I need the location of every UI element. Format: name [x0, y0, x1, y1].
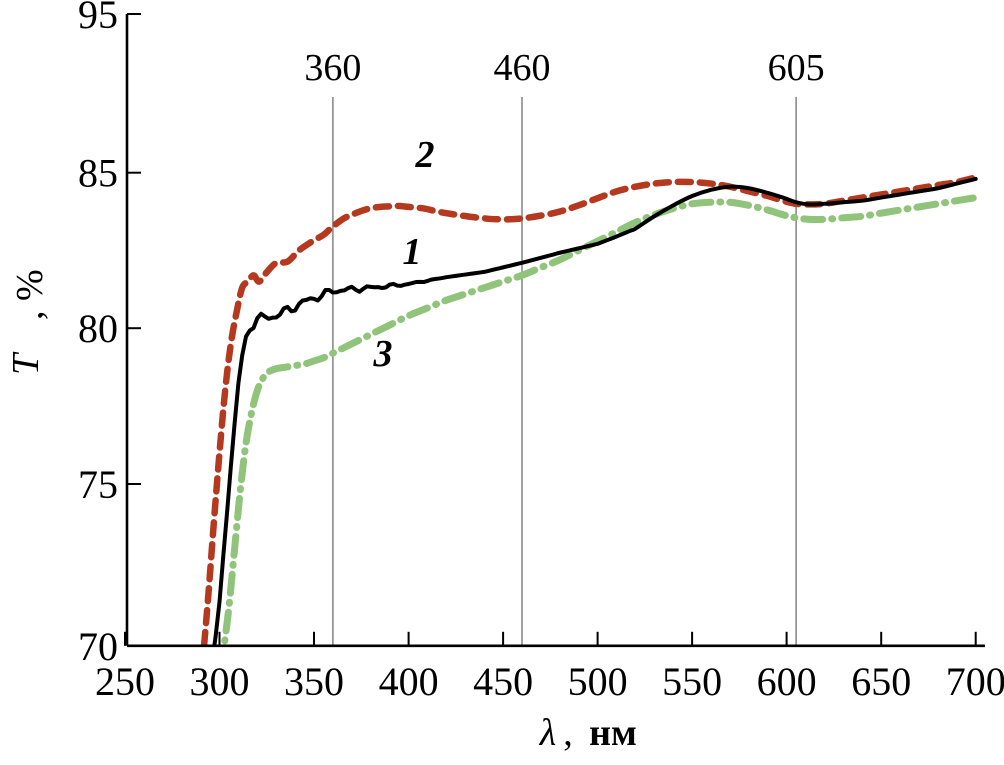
svg-text:450: 450: [473, 659, 533, 704]
svg-text:λ: λ: [539, 712, 556, 754]
svg-text:700: 700: [946, 659, 1004, 704]
svg-text:605: 605: [768, 47, 825, 89]
svg-text:600: 600: [757, 659, 817, 704]
svg-text:3: 3: [373, 333, 393, 375]
svg-text:650: 650: [851, 659, 911, 704]
svg-text:500: 500: [568, 659, 628, 704]
svg-text:2: 2: [415, 134, 435, 176]
svg-text:250: 250: [95, 659, 155, 704]
svg-text:1: 1: [403, 231, 422, 273]
svg-text:400: 400: [379, 659, 439, 704]
svg-text:,: ,: [563, 712, 573, 754]
svg-text:300: 300: [190, 659, 250, 704]
svg-text:95: 95: [78, 0, 118, 37]
svg-text:85: 85: [78, 151, 118, 196]
svg-text:, %: , %: [9, 269, 51, 320]
svg-text:нм: нм: [589, 712, 637, 754]
svg-text:550: 550: [662, 659, 722, 704]
svg-text:350: 350: [284, 659, 344, 704]
svg-text:460: 460: [494, 47, 551, 89]
svg-text:T: T: [5, 351, 47, 375]
svg-text:80: 80: [78, 306, 118, 351]
svg-text:75: 75: [78, 462, 118, 507]
svg-text:360: 360: [304, 47, 361, 89]
